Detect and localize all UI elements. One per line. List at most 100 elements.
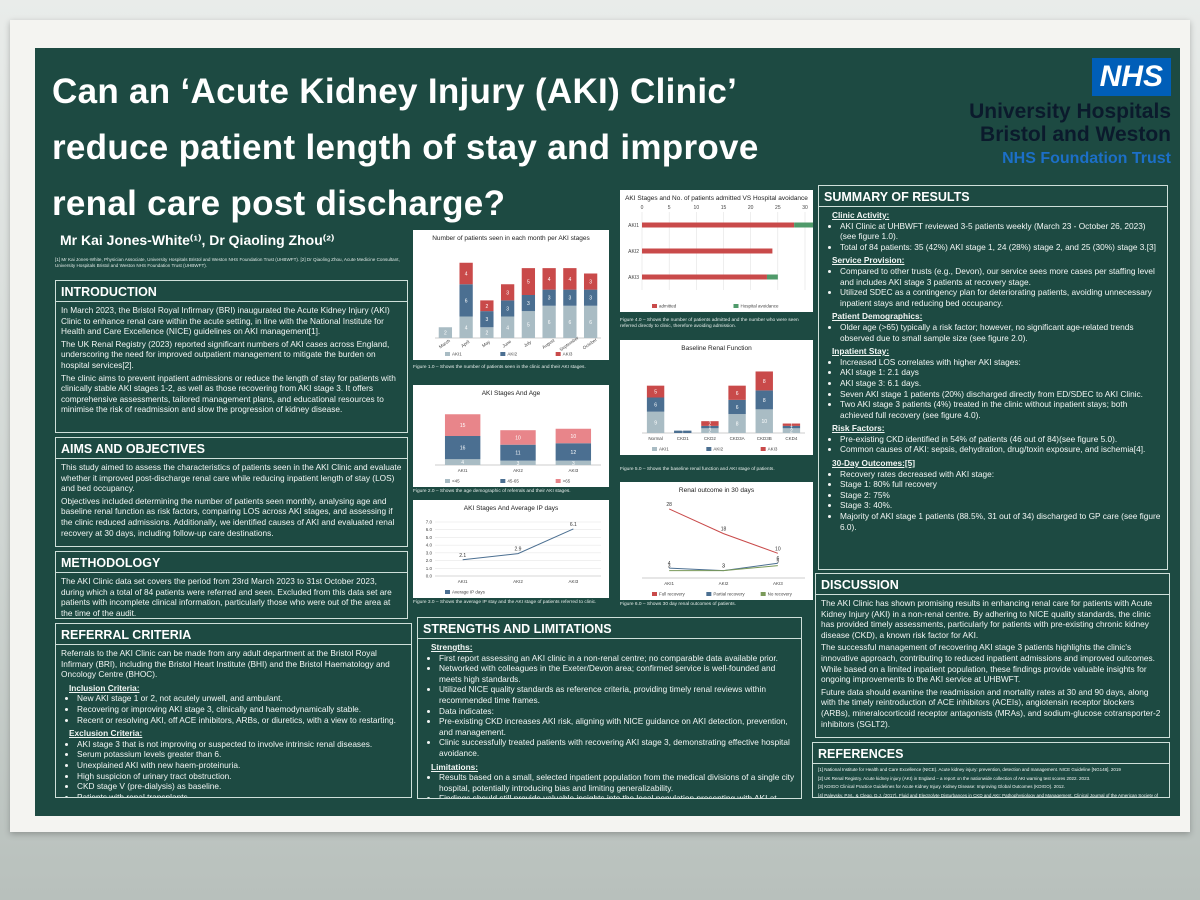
x-tick-label: 0 — [641, 205, 644, 211]
organisation: University Hospitals Bristol and Weston — [969, 100, 1171, 146]
data-label: 6 — [736, 391, 739, 397]
bar-segment — [728, 399, 746, 415]
y-tick-label: 4.0 — [426, 543, 433, 548]
x-tick-label: 5 — [668, 205, 671, 211]
section-heading: SUMMARY OF RESULTS — [819, 188, 1167, 207]
paragraph: Objectives included determining the numb… — [61, 495, 395, 538]
subheading: Inclusion Criteria: — [69, 682, 140, 693]
bar-segment — [583, 289, 598, 306]
data-label: 4 — [461, 460, 464, 466]
data-label: 6 — [568, 320, 571, 326]
data-label: 6 — [654, 403, 657, 409]
x-tick-label: 10 — [694, 205, 700, 211]
legend-label: No recovery — [768, 592, 793, 597]
bar-segment — [555, 428, 592, 444]
data-label: 11 — [515, 451, 520, 457]
bar-segment — [563, 305, 577, 338]
legend-label: <45 — [452, 479, 460, 484]
legend-swatch — [706, 447, 712, 451]
legend-label: >65 — [563, 479, 571, 484]
bullet-list: Older age (>65) typically a risk factor;… — [824, 322, 1162, 343]
subheading: Limitations: — [431, 761, 479, 772]
data-label: 2 — [485, 331, 488, 337]
bullet: AKI stage 3: 6.1 days. — [840, 378, 1162, 389]
bullet: Data indicates: — [439, 706, 796, 717]
bullet: Networked with colleagues in the Exeter/… — [439, 663, 796, 684]
bar-segment — [521, 268, 536, 295]
bar-segment — [782, 428, 801, 433]
data-label: 3 — [527, 301, 530, 307]
y-tick-label: 2.0 — [426, 558, 433, 563]
x-tick-label: August — [541, 337, 556, 350]
figure-caption: Figure 4.0 – Shows the number of patient… — [620, 318, 799, 329]
bullet: Findings should still provide valuable i… — [439, 793, 796, 798]
section-heading: STRENGTHS AND LIMITATIONS — [418, 620, 801, 639]
x-tick-label: 15 — [721, 205, 727, 211]
paragraph: The successful management of recovering … — [821, 642, 1155, 685]
x-tick-label: AKI2 — [513, 468, 523, 473]
bar-segment — [459, 262, 473, 285]
bar-segment — [500, 300, 515, 317]
data-label: 3 — [722, 564, 725, 570]
data-label: 2 — [444, 331, 447, 337]
data-label: 3 — [589, 280, 592, 286]
data-label: 15 — [460, 423, 466, 429]
bar-segment — [583, 273, 598, 290]
data-label: 6 — [776, 556, 779, 562]
bullet-list: AKI stage 3 that is not improving or sus… — [61, 739, 406, 797]
x-tick-label: 30 — [802, 205, 808, 211]
bar-segment — [755, 390, 773, 410]
bar-segment — [500, 430, 536, 445]
bullet: Older age (>65) typically a risk factor;… — [840, 322, 1162, 343]
bar-segment — [542, 305, 556, 338]
legend-label: AKI1 — [659, 447, 669, 452]
paragraph: [2] UK Renal Registry. Acute kidney inju… — [818, 775, 1091, 781]
data-label: 6 — [736, 405, 739, 411]
line — [462, 528, 574, 561]
section: INTRODUCTION In March 2023, the Bristol R… — [55, 280, 408, 433]
bar-segment — [480, 311, 494, 328]
bullet: AKI stage 3 that is not improving or sus… — [77, 739, 406, 750]
chart: AKI Stages And Age <45 45-65 >65 AKI1 AKI2 AKI… — [413, 385, 609, 487]
data-label: 18 — [721, 527, 727, 533]
x-tick-label: Normal — [648, 436, 663, 441]
bar — [642, 274, 767, 280]
x-tick-label: March — [438, 338, 452, 350]
chart: AKI Stages and No. of patients admitted … — [620, 190, 813, 312]
bar-segment — [459, 284, 473, 317]
y-tick-label: 1.0 — [426, 566, 433, 571]
bullet: High suspicion of urinary tract obstruct… — [77, 771, 406, 782]
x-tick-label: CKD2 — [704, 436, 717, 441]
data-label: 28 — [666, 502, 672, 508]
data-label: 1 — [681, 430, 684, 436]
data-label: 2 — [790, 429, 793, 435]
bar-segment — [480, 300, 494, 312]
subheading: Exclusion Criteria: — [69, 728, 143, 739]
paragraph: The AKI Clinic has shown promising resul… — [821, 598, 1153, 640]
bullet: Two AKI stage 3 patients (4%) treated in… — [840, 399, 1162, 420]
legend-swatch — [445, 590, 450, 594]
bullet: Recovery rates decreased with AKI stage: — [840, 469, 1162, 480]
x-tick-label: May — [481, 339, 491, 348]
authors: Mr Kai Jones-White⁽¹⁾, Dr Qiaoling Zhou⁽… — [60, 232, 335, 248]
data-label: 5 — [776, 559, 779, 565]
bullet: Results based on a small, selected inpat… — [439, 772, 796, 793]
figure-caption: Figure 1.0 – Shows the number of patient… — [413, 365, 586, 370]
data-label: 4 — [668, 561, 671, 567]
legend-swatch — [652, 447, 657, 451]
bullet: New AKI stage 1 or 2, not acutely unwell… — [77, 693, 406, 704]
data-label: 1 — [790, 423, 793, 429]
legend-swatch — [706, 592, 712, 596]
paragraph: Referrals to the AKI Clinic can be made … — [61, 648, 390, 680]
nhs-mark: NHS — [1091, 58, 1171, 96]
bullet: Unexplained AKI with new haem-proteinuri… — [77, 760, 406, 771]
y-tick-label: AKI1 — [628, 223, 639, 229]
paragraph: The clinic aims to prevent inpatient adm… — [61, 372, 396, 415]
bullet: First report assessing an AKI clinic in … — [439, 653, 796, 664]
data-label: 10 — [571, 434, 577, 440]
bar-segment — [500, 284, 515, 301]
paragraph: The UK Renal Registry (2023) reported si… — [61, 338, 390, 370]
legend-swatch — [555, 352, 561, 356]
bar-segment — [583, 305, 598, 338]
